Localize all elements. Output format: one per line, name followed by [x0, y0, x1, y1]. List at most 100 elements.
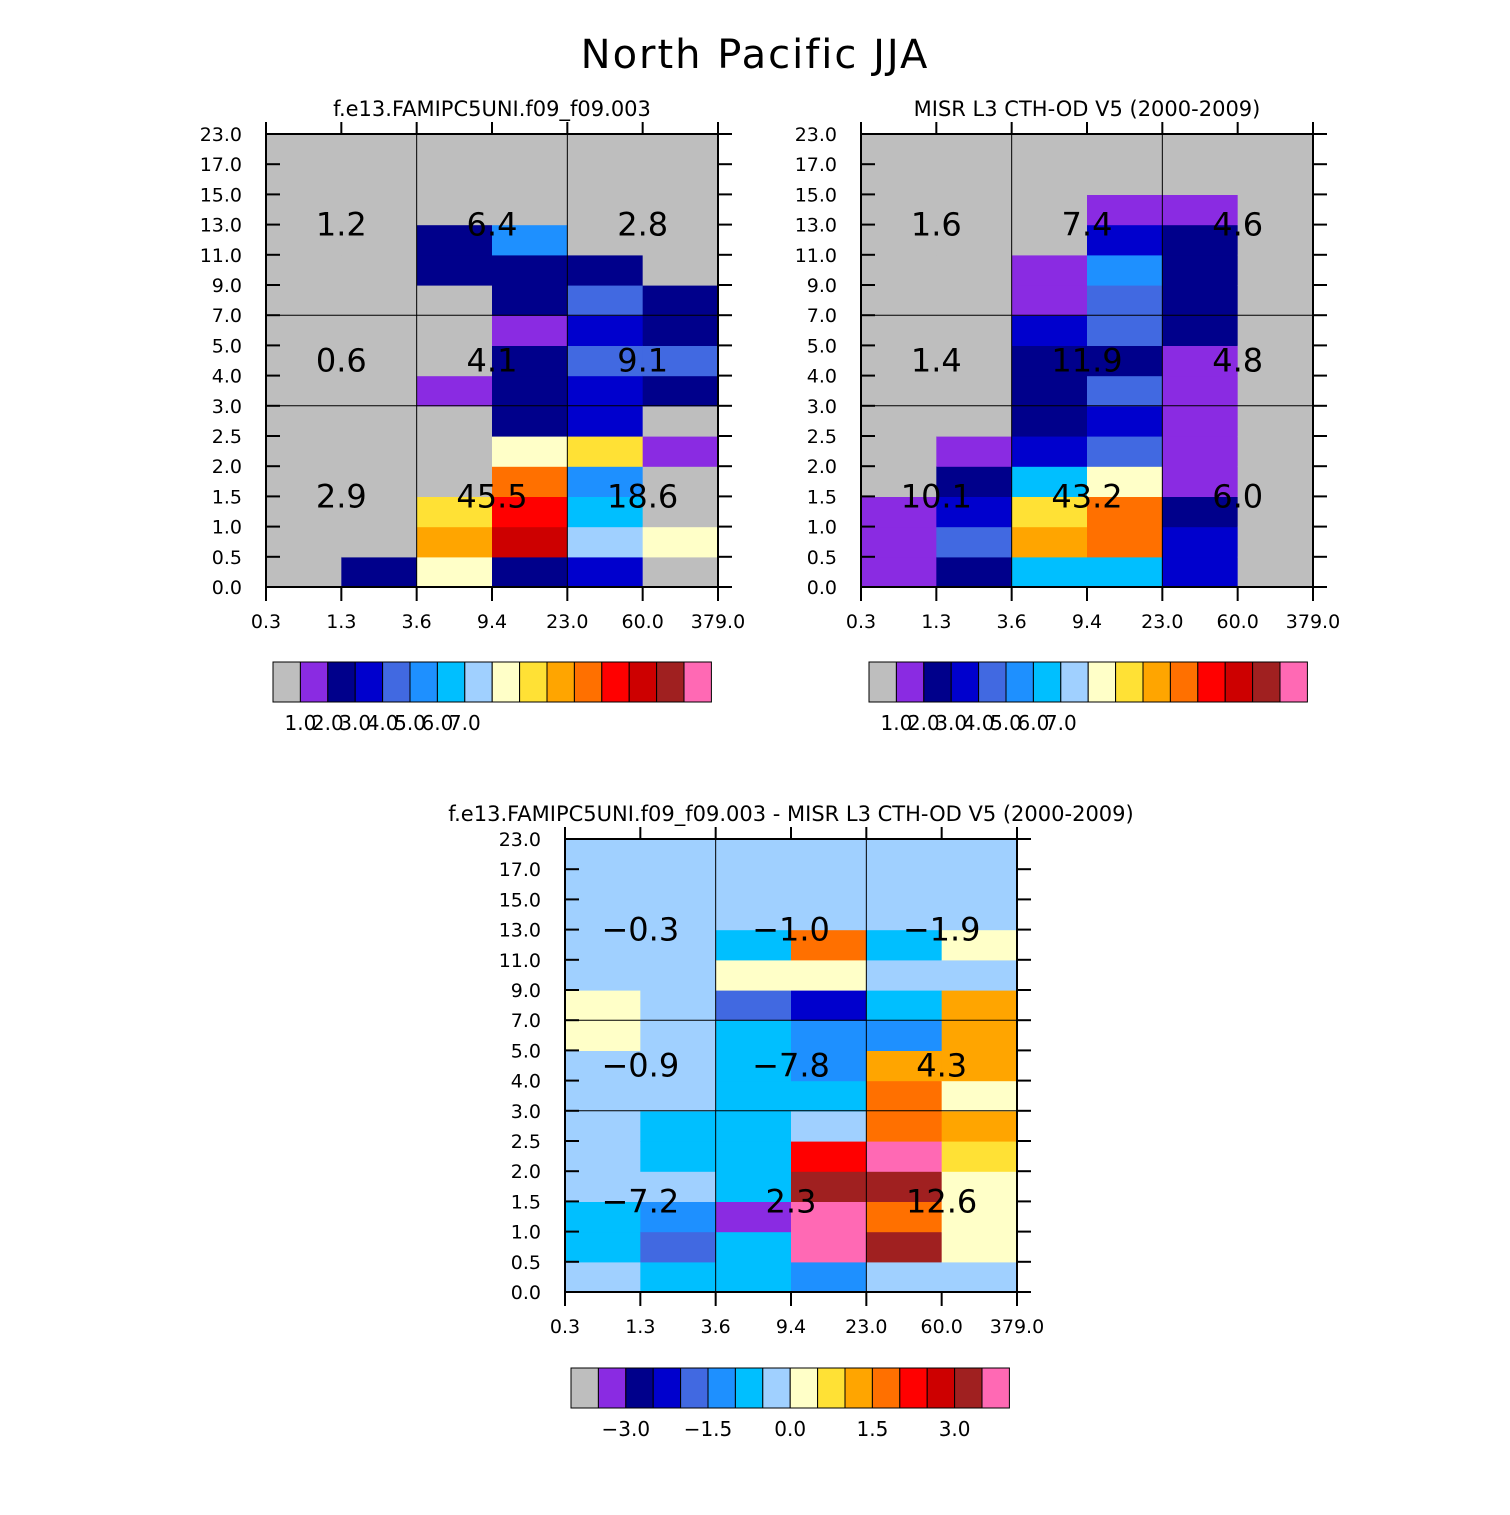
- heatmap-cell: [861, 345, 937, 377]
- x-tick-label: 3.6: [402, 611, 432, 633]
- block-value: 4.3: [916, 1047, 967, 1085]
- heatmap-cell: [861, 496, 937, 528]
- heatmap-cell: [866, 1050, 943, 1082]
- heatmap-cell: [866, 899, 943, 931]
- heatmap-cell: [861, 164, 937, 195]
- y-tick-label: 3.0: [212, 396, 242, 418]
- heatmap-cell: [642, 466, 719, 497]
- y-tick-label: 13.0: [499, 920, 541, 942]
- block-value: 18.6: [607, 477, 678, 515]
- heatmap-cell: [1011, 285, 1088, 316]
- colorbar-label: 1.0: [880, 711, 912, 735]
- y-axis: 0.0 0.5 1.0 1.5 2.0 2.5 3.0 4.0 5.0 7.0 9.0 11.0 13.…: [795, 124, 1327, 599]
- colorbar-swatch: [899, 1367, 928, 1409]
- heatmap-cell: [565, 839, 641, 870]
- heatmap-cell: [341, 134, 418, 165]
- heatmap-cell: [715, 1110, 792, 1142]
- block-value: 9.1: [617, 342, 668, 380]
- heatmap-cell: [1087, 224, 1163, 256]
- heatmap-cell: [791, 1261, 867, 1293]
- block-value: 4.1: [467, 342, 518, 380]
- colorbar-swatch: [272, 661, 301, 703]
- heatmap-cell: [861, 405, 937, 437]
- colorbar-swatch: [573, 661, 603, 703]
- colorbar-swatch: [601, 661, 630, 703]
- x-tick-label: 9.4: [1072, 611, 1102, 633]
- block-value: 45.5: [456, 477, 527, 515]
- colorbar-swatch: [1169, 661, 1199, 703]
- heatmap-cell: [640, 839, 717, 870]
- y-tick-label: 15.0: [200, 184, 242, 206]
- heatmap-cell: [1087, 556, 1163, 588]
- heatmap-cell: [1087, 405, 1163, 437]
- heatmap-cell: [941, 1080, 1018, 1112]
- heatmap-cell: [941, 839, 1018, 870]
- block-values: −7.2 −0.9 −0.3 2.3 −7.8 −1.0 12.6 4.3 −1.9: [601, 911, 980, 1221]
- heatmap-cell: [642, 526, 719, 558]
- x-tick-label: 379.0: [990, 1316, 1044, 1338]
- heatmap-cell: [1162, 134, 1239, 165]
- heatmap-cell: [866, 839, 943, 870]
- heatmap-cell: [565, 990, 641, 1021]
- heatmap-cell: [642, 285, 719, 316]
- block-grid: [565, 839, 1017, 1292]
- block-value: 43.2: [1051, 477, 1122, 515]
- heatmap-cell: [341, 526, 418, 558]
- colorbar-swatch: [327, 661, 356, 703]
- heatmap-cell: [565, 1261, 641, 1293]
- colorbar-swatch: [1005, 661, 1034, 703]
- x-tick-label: 0.3: [846, 611, 876, 633]
- heatmap-cell: [640, 1261, 717, 1293]
- heatmap-cell: [266, 375, 342, 407]
- heatmap-cell: [791, 1110, 867, 1142]
- colorbar-swatch: [868, 661, 897, 703]
- heatmap-cell: [791, 1020, 867, 1051]
- heatmap-cell: [567, 254, 644, 286]
- y-axis: 0.0 0.5 1.0 1.5 2.0 2.5 3.0 4.0 5.0 7.0 9.0 11.0 13.…: [499, 829, 1031, 1304]
- heatmap-cell: [936, 496, 1013, 528]
- heatmap-cell: [416, 285, 493, 316]
- heatmap-cell: [791, 1231, 867, 1263]
- heatmap-cell: [640, 899, 717, 931]
- heatmap-cell: [1011, 315, 1088, 346]
- block-value: 6.4: [467, 206, 518, 244]
- heatmap-cell: [941, 1110, 1018, 1142]
- heatmap-cell: [565, 1201, 641, 1233]
- y-tick-label: 2.0: [511, 1161, 541, 1183]
- heatmap-cell: [341, 285, 418, 316]
- heatmap-cell: [861, 375, 937, 407]
- colorbar-swatch: [954, 1367, 983, 1409]
- heatmap-cell: [936, 526, 1013, 558]
- colorbar: −3.0 −1.5 0.0 1.5 3.0: [570, 1367, 1010, 1441]
- y-tick-label: 1.0: [511, 1222, 541, 1244]
- y-tick-label: 23.0: [499, 829, 541, 851]
- colorbar-swatch: [683, 661, 712, 703]
- heatmap-cell: [1011, 466, 1088, 497]
- heatmap-cell: [1011, 405, 1088, 437]
- heatmap-cell: [567, 405, 644, 437]
- block-value: −0.3: [601, 911, 679, 949]
- heatmap-cell: [567, 164, 644, 195]
- colorbar-swatch: [652, 1367, 682, 1409]
- heatmap-cell: [941, 929, 1018, 961]
- heatmap-cell: [866, 1020, 943, 1051]
- colorbar-swatch: [981, 1367, 1010, 1409]
- colorbar-swatch: [707, 1367, 736, 1409]
- heatmap-cell: [416, 224, 493, 256]
- heatmap-cell: [936, 285, 1013, 316]
- heatmap-cell: [866, 990, 943, 1021]
- block-values: 10.1 1.4 1.6 43.2 11.9 7.4 6.0 4.8 4.6: [901, 206, 1263, 516]
- colorbar-swatch: [923, 661, 952, 703]
- heatmap-cell: [492, 194, 568, 226]
- colorbar-swatch: [734, 1367, 764, 1409]
- heatmap-cell: [1162, 194, 1239, 226]
- y-tick-label: 3.0: [807, 396, 837, 418]
- heatmap-cell: [266, 194, 342, 226]
- heatmap-cell: [565, 1110, 641, 1142]
- heatmap-cell: [1087, 254, 1163, 286]
- heatmap-cell: [266, 134, 342, 165]
- x-tick-label: 1.3: [921, 611, 951, 633]
- heatmap-cell: [567, 466, 644, 497]
- heatmap-cell: [266, 345, 342, 377]
- colorbar-swatch: [656, 661, 685, 703]
